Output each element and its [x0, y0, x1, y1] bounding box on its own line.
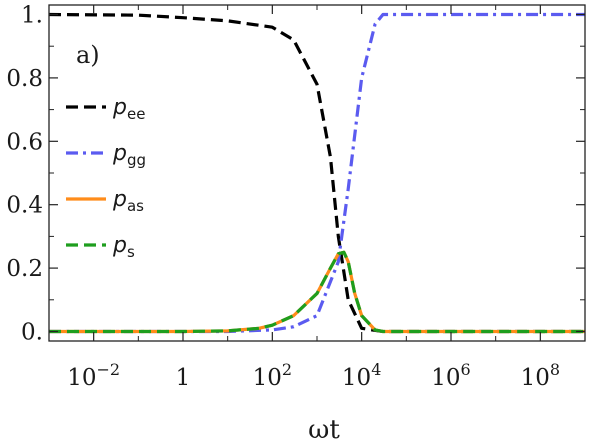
y-tick-label: 0.4: [6, 193, 43, 219]
y-tick-label: 0.6: [6, 129, 43, 155]
legend-label-s: ps: [112, 233, 135, 261]
panel-label: a): [76, 41, 100, 69]
x-tick-label: 1: [176, 365, 191, 391]
ticks-layer: 0. 0.2 0.4 0.6 0.8 1. 10−2 1 102 104 106 108: [6, 3, 586, 391]
series-line-s: [49, 250, 585, 334]
y-tick-label: 0.8: [6, 66, 43, 92]
x-tick-label: 106: [431, 360, 470, 391]
legend-label-gg: pgg: [112, 141, 146, 169]
legend: pee pgg pas ps: [66, 95, 146, 261]
legend-label-as: pas: [112, 187, 144, 215]
legend-label-ee: pee: [112, 95, 145, 123]
y-tick-label: 0.: [21, 319, 43, 345]
x-tick-label: 102: [253, 360, 292, 391]
x-tick-label: 108: [521, 360, 560, 391]
y-tick-label: 1.: [21, 3, 43, 29]
x-tick-label: 104: [342, 360, 381, 391]
series-line-gg: [49, 12, 585, 334]
x-tick-label: 10−2: [67, 360, 120, 391]
series-line-ee: [48, 12, 585, 334]
x-axis-title: ωt: [308, 415, 340, 445]
y-tick-label: 0.2: [6, 256, 43, 282]
series-layer: [48, 12, 585, 334]
